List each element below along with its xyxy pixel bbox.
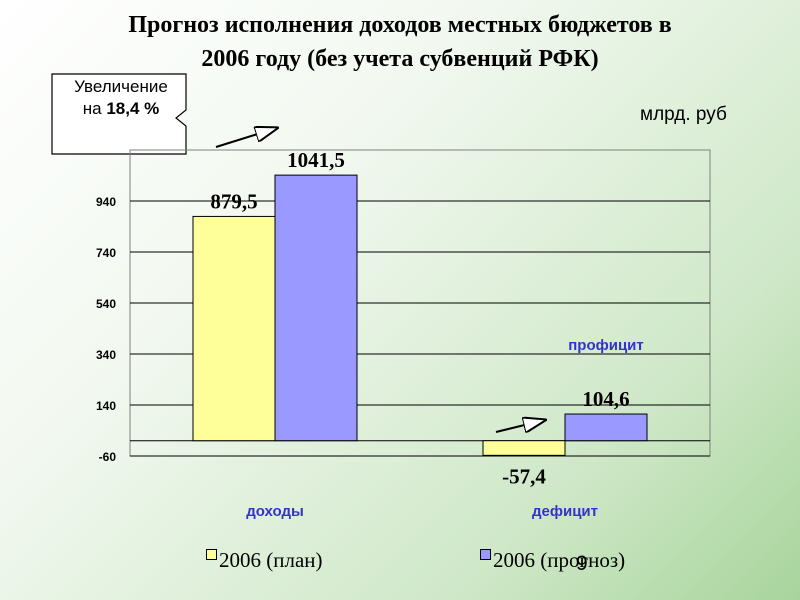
surplus-annotation: профицит (568, 337, 644, 354)
bar-value-label: 1041,5 (287, 148, 345, 172)
y-tick-label: 740 (96, 246, 116, 260)
bar-value-label: 879,5 (210, 189, 257, 213)
trend-arrow-deficit (495, 420, 545, 432)
bar (482, 440, 566, 456)
category-label: доходы (246, 503, 304, 520)
legend-label-plan: 2006 (план) (219, 548, 323, 572)
legend-item-forecast: 2006 (прогноз) (480, 548, 626, 573)
legend-item-plan: 2006 (план) (206, 548, 323, 573)
bar (564, 413, 648, 442)
category-label: дефицит (532, 503, 598, 520)
unit-label: млрд. руб (640, 104, 727, 125)
page-number: 9 (576, 552, 588, 575)
bar (192, 215, 276, 442)
callout-prefix: на (82, 99, 107, 118)
y-tick-label: 340 (96, 348, 116, 362)
y-tick-label: -60 (99, 450, 117, 464)
legend-swatch-forecast (480, 549, 491, 560)
chart-title-line-1: Прогноз исполнения доходов местных бюдже… (128, 12, 672, 38)
callout-shape (51, 73, 187, 155)
callout-text: Увеличение на 18,4 % (58, 76, 184, 120)
chart-title: Прогноз исполнения доходов местных бюдже… (40, 8, 760, 76)
chart-title-line-2: 2006 году (без учета субвенций РФК) (201, 46, 599, 72)
bar-value-label: 104,6 (582, 387, 629, 411)
callout-line-1: Увеличение (74, 77, 168, 96)
bar (274, 174, 358, 442)
callout-line-2: на 18,4 % (58, 98, 184, 120)
trend-arrow-revenue (215, 128, 277, 148)
bar-value-label: -57,4 (502, 464, 546, 488)
legend-label-forecast: 2006 (прогноз) (493, 548, 626, 572)
y-tick-label: 540 (96, 297, 116, 311)
increase-callout: Увеличение на 18,4 % (50, 72, 190, 158)
legend-swatch-plan (206, 549, 217, 560)
callout-value: 18,4 % (106, 99, 160, 118)
y-tick-label: 140 (96, 399, 116, 413)
y-tick-label: 940 (96, 195, 116, 209)
